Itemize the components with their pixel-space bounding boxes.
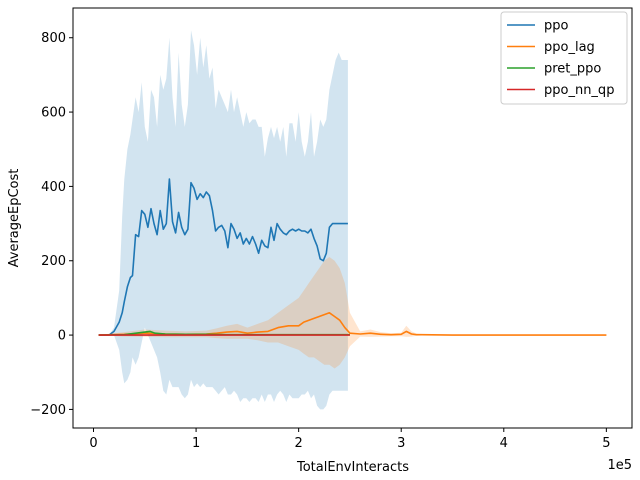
y-tick-label: 200: [41, 254, 66, 269]
legend-box: [500, 11, 628, 105]
confidence-bands: [98, 30, 607, 410]
y-tick-label: 400: [41, 180, 66, 195]
y-tick-label: 800: [41, 31, 66, 46]
x-axis-ticks: 0 1 2 3 4 5: [89, 428, 610, 451]
ppo_lag-line: [98, 312, 607, 336]
y-tick-label: −200: [30, 403, 66, 418]
y-tick-label: 600: [41, 106, 66, 121]
ppo-band: [98, 30, 348, 410]
x-tick-label: 5: [602, 436, 610, 451]
legend: ppo ppo_lag pret_ppo ppo_nn_qp: [500, 11, 628, 105]
legend-label-ppo_nn_qp: ppo_nn_qp: [544, 83, 614, 98]
plot-frame: [72, 7, 633, 429]
legend-label-pret_ppo: pret_ppo: [544, 62, 601, 77]
y-tick-label: 0: [58, 329, 66, 344]
x-axis-offset-label: 1e5: [607, 458, 632, 473]
x-tick-label: 0: [89, 436, 97, 451]
x-tick-label: 3: [397, 436, 405, 451]
x-tick-label: 1: [192, 436, 200, 451]
y-axis-label: AverageEpCost: [7, 169, 22, 268]
x-axis-label: TotalEnvInteracts: [296, 460, 409, 475]
x-tick-label: 4: [500, 436, 508, 451]
x-tick-label: 2: [295, 436, 303, 451]
legend-label-ppo_lag: ppo_lag: [544, 40, 595, 55]
y-axis-ticks: −200 0 200 400 600 800: [30, 31, 73, 418]
series-lines: [98, 178, 607, 336]
legend-label-ppo: ppo: [544, 19, 569, 34]
ppo-line: [98, 178, 348, 336]
legend-items: ppo ppo_lag pret_ppo ppo_nn_qp: [507, 19, 614, 98]
